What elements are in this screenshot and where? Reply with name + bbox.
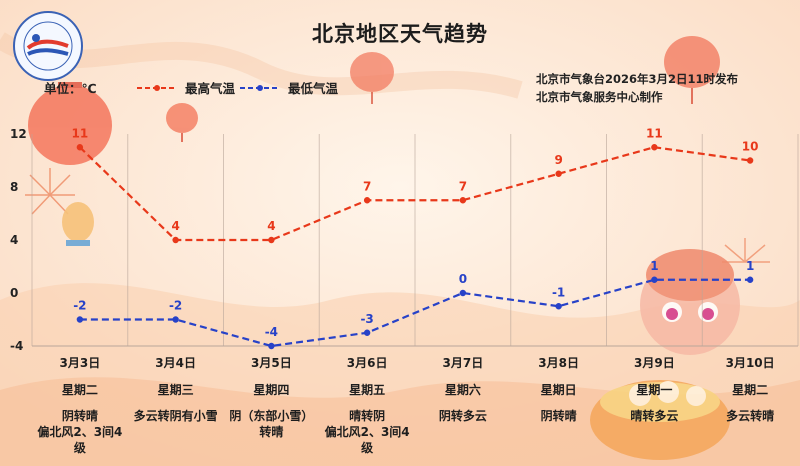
day-date: 3月8日 (538, 356, 579, 370)
high-temp-label: 7 (459, 179, 467, 193)
issuer-line-1: 北京市气象台2026年3月2日11时发布 (536, 72, 739, 86)
high-temp-point (172, 236, 179, 244)
low-temp-label: -4 (265, 325, 278, 339)
lantern-icon (350, 52, 394, 104)
meteorological-service-logo-icon (13, 11, 83, 81)
low-temp-point (268, 342, 275, 350)
y-tick-label: 4 (10, 233, 18, 247)
day-column: 3月5日星期四阴（东部小雪）转晴 (224, 350, 320, 440)
festival-badge-icon (62, 202, 94, 246)
day-column: 3月10日星期二多云转晴 (702, 350, 798, 424)
low-temp-label: -3 (360, 312, 373, 326)
day-weekday: 星期六 (444, 383, 481, 397)
high-temp-label: 10 (742, 140, 759, 154)
low-temp-label: -2 (169, 299, 182, 313)
high-temp-point (746, 157, 754, 164)
y-tick-label: 8 (10, 180, 18, 194)
low-temp-point (459, 289, 467, 297)
unit-label: 单位：℃ (44, 81, 97, 96)
legend-high-label: 最高气温 (185, 81, 236, 96)
day-date: 3月9日 (634, 356, 675, 370)
low-temp-label: 1 (746, 259, 754, 273)
high-temp-point (268, 236, 275, 244)
low-temp-label: -1 (552, 285, 565, 299)
day-weekday: 星期二 (61, 383, 98, 397)
low-temp-label: -2 (73, 299, 86, 313)
day-date: 3月6日 (346, 356, 388, 370)
day-date: 3月5日 (251, 356, 292, 370)
low-temp-label: 1 (650, 259, 658, 273)
day-wind: 偏北风2、3间4级 (324, 425, 410, 455)
high-temp-line (79, 146, 751, 242)
day-date: 3月7日 (442, 356, 484, 370)
day-weather: 阴（东部小雪）转晴 (229, 409, 314, 439)
high-temp-label: 4 (267, 219, 275, 233)
legend-low-line-icon (240, 84, 280, 91)
legend-low-label: 最低气温 (288, 81, 339, 96)
day-column: 3月7日星期六阴转多云 (415, 350, 511, 424)
day-date: 3月4日 (155, 356, 196, 370)
y-tick-label: 12 (10, 127, 27, 141)
day-wind: 偏北风2、3间4级 (37, 425, 123, 455)
day-weather: 晴转阴 (349, 409, 386, 423)
day-weekday: 星期四 (253, 383, 290, 397)
legend-item-high: 最高气温 (135, 78, 235, 97)
firework-icon (722, 238, 770, 263)
day-weekday: 星期三 (157, 383, 194, 397)
day-column: 3月9日星期一晴转多云 (607, 350, 703, 424)
day-column: 3月4日星期三多云转阴有小雪 (128, 350, 224, 424)
day-weekday: 星期五 (349, 383, 386, 397)
day-column: 3月6日星期五晴转阴偏北风2、3间4级 (319, 350, 415, 456)
y-tick-label: 0 (10, 286, 18, 300)
day-date: 3月3日 (59, 356, 101, 370)
high-temp-label: 7 (363, 179, 371, 193)
y-tick-label: -4 (10, 339, 23, 353)
day-weather: 阴转多云 (438, 409, 487, 423)
day-column: 3月8日星期日阴转晴 (511, 350, 607, 424)
high-temp-point (459, 197, 467, 204)
low-temp-point (172, 316, 179, 323)
day-weather: 多云转阴有小雪 (133, 409, 218, 423)
day-weekday: 星期二 (732, 383, 769, 397)
low-temp-point (363, 329, 371, 336)
low-temp-point (76, 316, 84, 323)
low-temp-point (555, 303, 562, 310)
day-weekday: 星期一 (636, 383, 673, 397)
day-weather: 阴转晴 (61, 409, 98, 423)
high-temp-point (555, 170, 562, 177)
day-weather: 阴转晴 (540, 409, 577, 423)
day-weather: 晴转多云 (630, 409, 679, 423)
day-weather: 多云转晴 (726, 409, 775, 423)
high-temp-point (651, 144, 658, 151)
low-temp-label: 0 (459, 272, 467, 286)
high-temp-label: 11 (72, 126, 89, 140)
page-title: 北京地区天气趋势 (312, 22, 488, 46)
day-date: 3月10日 (725, 356, 775, 370)
high-temp-label: 11 (646, 126, 663, 140)
day-weekday: 星期日 (540, 383, 577, 397)
low-temp-line (79, 278, 751, 348)
issuer-info: 北京市气象台2026年3月2日11时发布 北京市气象服务中心制作 (536, 70, 738, 106)
day-column: 3月3日星期二阴转晴偏北风2、3间4级 (32, 350, 128, 456)
lantern-icon (166, 103, 198, 142)
low-temp-point (651, 276, 658, 283)
lantern-icon (28, 82, 112, 165)
high-temp-label: 9 (554, 153, 562, 167)
lantern-icon (664, 36, 720, 104)
high-temp-point (76, 144, 84, 151)
high-temp-label: 4 (171, 219, 179, 233)
legend-high-line-icon (137, 84, 177, 91)
low-temp-point (746, 276, 754, 283)
legend-item-low: 最低气温 (238, 78, 338, 97)
issuer-line-2: 北京市气象服务中心制作 (536, 90, 663, 104)
high-temp-point (363, 197, 371, 204)
